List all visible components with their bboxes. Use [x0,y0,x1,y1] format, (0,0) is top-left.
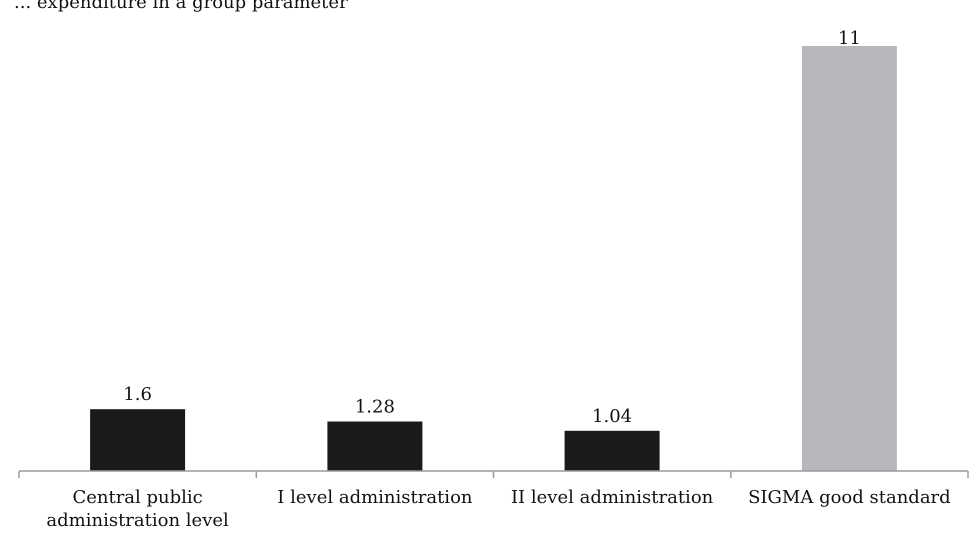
chart-title: ... expenditure in a group parameter [14,0,348,13]
bar-1 [90,409,186,471]
category-label-2: I level administration [277,487,473,508]
value-labels-group: 1.6 1.28 1.04 11 [123,28,861,427]
category-label-1-line-1: Central public [72,487,202,508]
value-label-1: 1.6 [123,384,152,405]
category-label-3: II level administration [511,487,714,508]
value-label-4: 11 [838,28,861,49]
bar-4 [801,46,897,471]
value-label-3: 1.04 [592,406,632,427]
x-ticks-group [18,471,969,478]
bars-group [90,46,897,471]
category-label-1-line-2: administration level [46,510,229,531]
bar-3 [564,430,660,471]
category-label-4: SIGMA good standard [748,487,951,508]
bar-2 [327,421,423,471]
value-label-2: 1.28 [355,397,395,418]
